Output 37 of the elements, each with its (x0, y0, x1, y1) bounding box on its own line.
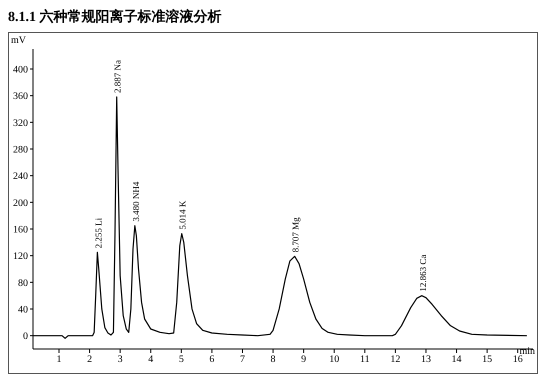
x-tick-label: 5 (178, 354, 184, 366)
plot-frame: mV min 2.255 Li 2.887 Na 3.480 NH4 5.014 K 8.707 Mg 12.863 Ca 1 2 3 4 5 6 7 8 9 10 11 12 13 14 15 16 0 40 80 120 160 200 240 280 320 360 400 (8, 32, 538, 374)
x-axis-title: min (519, 346, 535, 357)
x-tick-label: 11 (360, 354, 370, 366)
annotation: 2.255 Li (93, 217, 104, 248)
y-tick-label: 40 (18, 304, 28, 316)
x-tick-label: 16 (512, 354, 523, 366)
annotation: 12.863 Ca (418, 254, 428, 292)
x-tick-label: 4 (148, 354, 154, 366)
annotation: 2.887 Na (112, 60, 123, 93)
x-tick-label: 1 (56, 354, 62, 366)
x-tick-label: 7 (240, 354, 245, 366)
x-tick-label: 13 (420, 354, 431, 366)
y-tick-label: 0 (23, 331, 28, 342)
x-tick-label: 3 (118, 354, 123, 366)
annotation: 8.707 Mg (290, 216, 301, 252)
y-tick-label: 320 (13, 118, 28, 129)
y-tick-label: 240 (13, 171, 28, 182)
y-tick-label: 160 (13, 224, 28, 236)
y-tick-label: 360 (13, 91, 28, 102)
y-axis-title: mV (11, 35, 26, 46)
y-tick-label: 400 (13, 64, 28, 76)
x-tick-label: 2 (87, 354, 92, 366)
y-tick-label: 280 (13, 144, 28, 156)
y-tick-label: 200 (13, 198, 28, 209)
x-tick-label: 15 (482, 354, 492, 366)
y-tick-label: 120 (13, 251, 28, 262)
x-tick-label: 9 (301, 354, 306, 366)
annotation: 3.480 NH4 (130, 181, 141, 222)
x-tick-label: 14 (452, 354, 462, 366)
y-tick-label: 80 (18, 278, 28, 289)
x-tick-label: 6 (209, 354, 214, 366)
chart-title: 8.1.1 六种常规阳离子标准溶液分析 (8, 8, 222, 26)
x-tick-label: 8 (270, 354, 276, 366)
x-tick-label: 12 (390, 354, 400, 366)
x-tick-label: 10 (329, 354, 340, 366)
annotation: 5.014 K (178, 200, 188, 230)
